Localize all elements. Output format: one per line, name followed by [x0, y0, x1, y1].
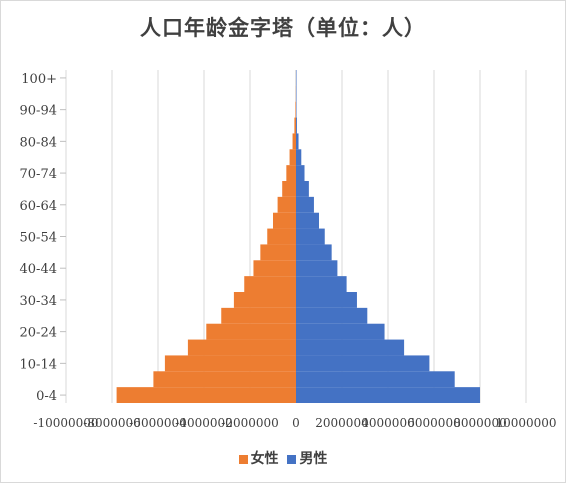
bar-70-74 [286, 165, 296, 181]
x-tick-label: 10000000 [495, 416, 556, 430]
bar-10-14 [296, 355, 430, 372]
y-tick-label: 50-54 [20, 231, 57, 246]
bar-90-94 [295, 101, 296, 118]
y-tick-label: 40-44 [20, 262, 57, 277]
bar-20-24 [206, 323, 296, 340]
bar-30-34 [233, 292, 296, 308]
bar-50-54 [296, 228, 325, 245]
bar-80-84 [296, 133, 299, 150]
bar-35-39 [244, 276, 296, 292]
y-tick-label: 60-64 [20, 199, 57, 214]
bar-55-59 [273, 212, 296, 229]
x-tick-label: -10000000 [33, 416, 98, 430]
x-tick-label: -4000000 [175, 416, 233, 430]
bar-75-79 [289, 149, 296, 166]
bar-40-44 [296, 260, 338, 277]
bar-30-34 [296, 292, 357, 308]
y-tick-label: 0-4 [36, 389, 57, 404]
x-tick-label: 8000000 [453, 416, 506, 430]
y-tick-label: 100+ [21, 72, 57, 87]
x-axis-tick-labels: -10000000-8000000-6000000-4000000-200000… [33, 416, 556, 430]
bar-95-99 [296, 85, 297, 102]
x-tick-label: 0 [292, 416, 300, 430]
bar-50-54 [267, 228, 296, 245]
legend-item-male[interactable]: 男性 [287, 448, 327, 468]
x-tick-label: 6000000 [407, 416, 460, 430]
bar-25-29 [221, 307, 296, 324]
legend-label-female: 女性 [250, 451, 279, 467]
bar-75-79 [296, 149, 302, 166]
y-tick-label: 20-24 [20, 326, 57, 341]
bar-20-24 [296, 323, 385, 340]
x-tick-label: 2000000 [315, 416, 368, 430]
bar-60-64 [277, 196, 296, 213]
bar-65-69 [296, 181, 309, 197]
bar-80-84 [292, 133, 296, 150]
chart-title: 人口年龄金字塔（单位：人） [140, 15, 426, 40]
y-tick-label: 80-84 [20, 135, 57, 150]
legend: 女性 男性 [0, 448, 566, 468]
bar-45-49 [260, 244, 296, 261]
bar-65-69 [282, 181, 296, 197]
y-tick-label: 90-94 [20, 104, 57, 119]
y-tick-label: 30-34 [20, 294, 57, 309]
bar-5-9 [296, 371, 455, 388]
bar-45-49 [296, 244, 332, 261]
bar-85-89 [294, 117, 296, 134]
legend-item-female[interactable]: 女性 [238, 448, 279, 468]
bar-15-19 [296, 339, 405, 356]
bar-90-94 [296, 101, 297, 118]
bar-10-14 [164, 355, 296, 372]
y-axis-tick-labels: 0-4 10-14 20-24 30-34 40-44 50-54 60-64 70-74 80… [20, 72, 66, 404]
bar-0-4 [296, 387, 480, 403]
legend-label-male: 男性 [299, 451, 328, 467]
bar-40-44 [253, 260, 296, 277]
y-tick-label: 10-14 [20, 357, 57, 372]
bar-35-39 [296, 276, 347, 292]
bar-60-64 [296, 196, 314, 213]
bar-5-9 [153, 371, 296, 388]
x-tick-label: -2000000 [221, 416, 279, 430]
bar-15-19 [187, 339, 296, 356]
bar-100+ [296, 70, 297, 86]
bar-70-74 [296, 165, 305, 181]
bars-male-series [296, 70, 480, 403]
legend-swatch-female [238, 454, 248, 464]
bar-0-4 [116, 387, 296, 403]
legend-swatch-male [287, 454, 297, 464]
bar-85-89 [296, 117, 297, 134]
bars-female-series [116, 70, 297, 403]
x-tick-label: -8000000 [83, 416, 141, 430]
x-tick-label: -6000000 [129, 416, 187, 430]
x-tick-label: 4000000 [361, 416, 414, 430]
bar-25-29 [296, 307, 368, 324]
y-tick-label: 70-74 [20, 167, 57, 182]
bar-55-59 [296, 212, 319, 229]
